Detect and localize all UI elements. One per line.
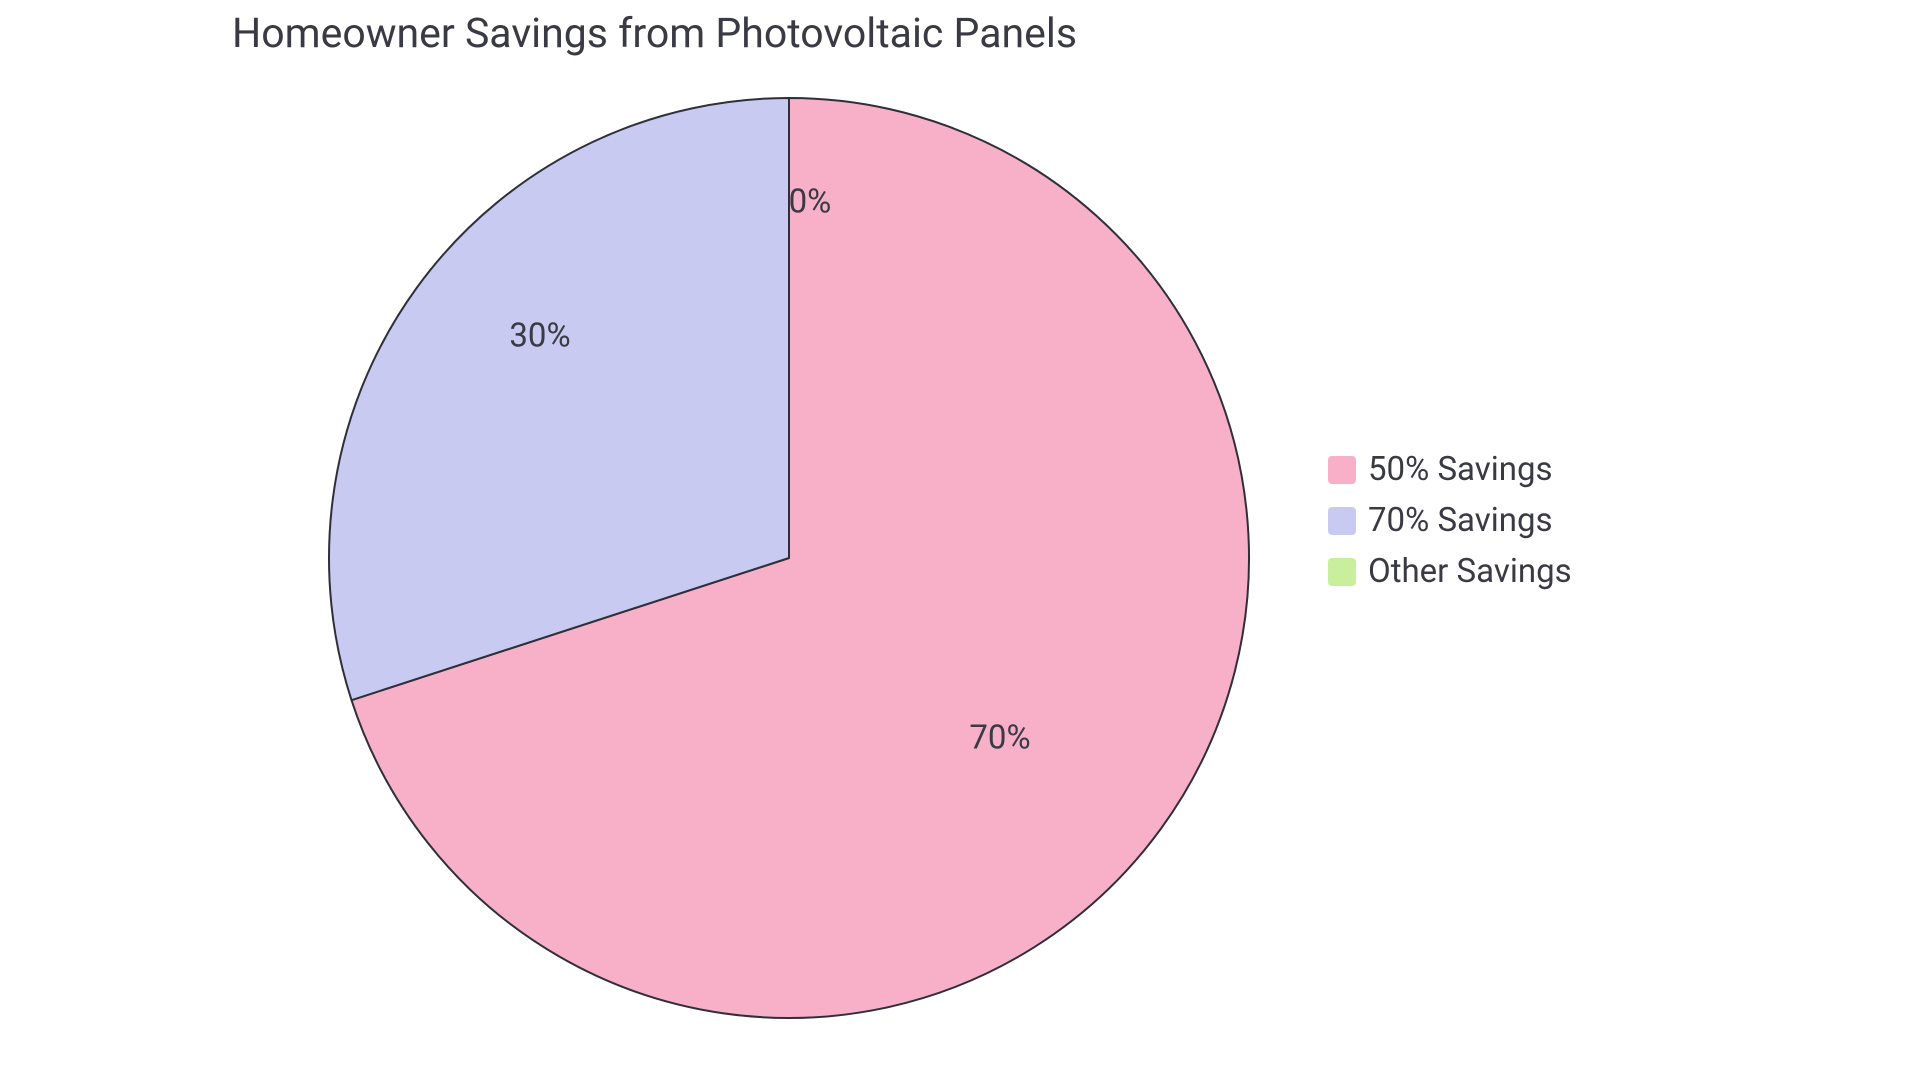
legend-item-0: 50% Savings <box>1328 450 1572 489</box>
legend-swatch-0 <box>1328 456 1356 484</box>
legend-item-1: 70% Savings <box>1328 501 1572 540</box>
pie-svg <box>0 0 1920 1083</box>
legend-item-2: Other Savings <box>1328 552 1572 591</box>
legend-label-1: 70% Savings <box>1368 501 1553 540</box>
pie-chart <box>0 0 1920 1087</box>
pie-slice-label-1: 30% <box>509 317 570 356</box>
legend-label-2: Other Savings <box>1368 552 1572 591</box>
pie-slice-label-2: 0% <box>789 183 832 222</box>
legend-label-0: 50% Savings <box>1368 450 1553 489</box>
legend-swatch-1 <box>1328 507 1356 535</box>
pie-slice-label-0: 70% <box>969 719 1030 758</box>
legend: 50% Savings 70% Savings Other Savings <box>1328 450 1572 591</box>
legend-swatch-2 <box>1328 558 1356 586</box>
